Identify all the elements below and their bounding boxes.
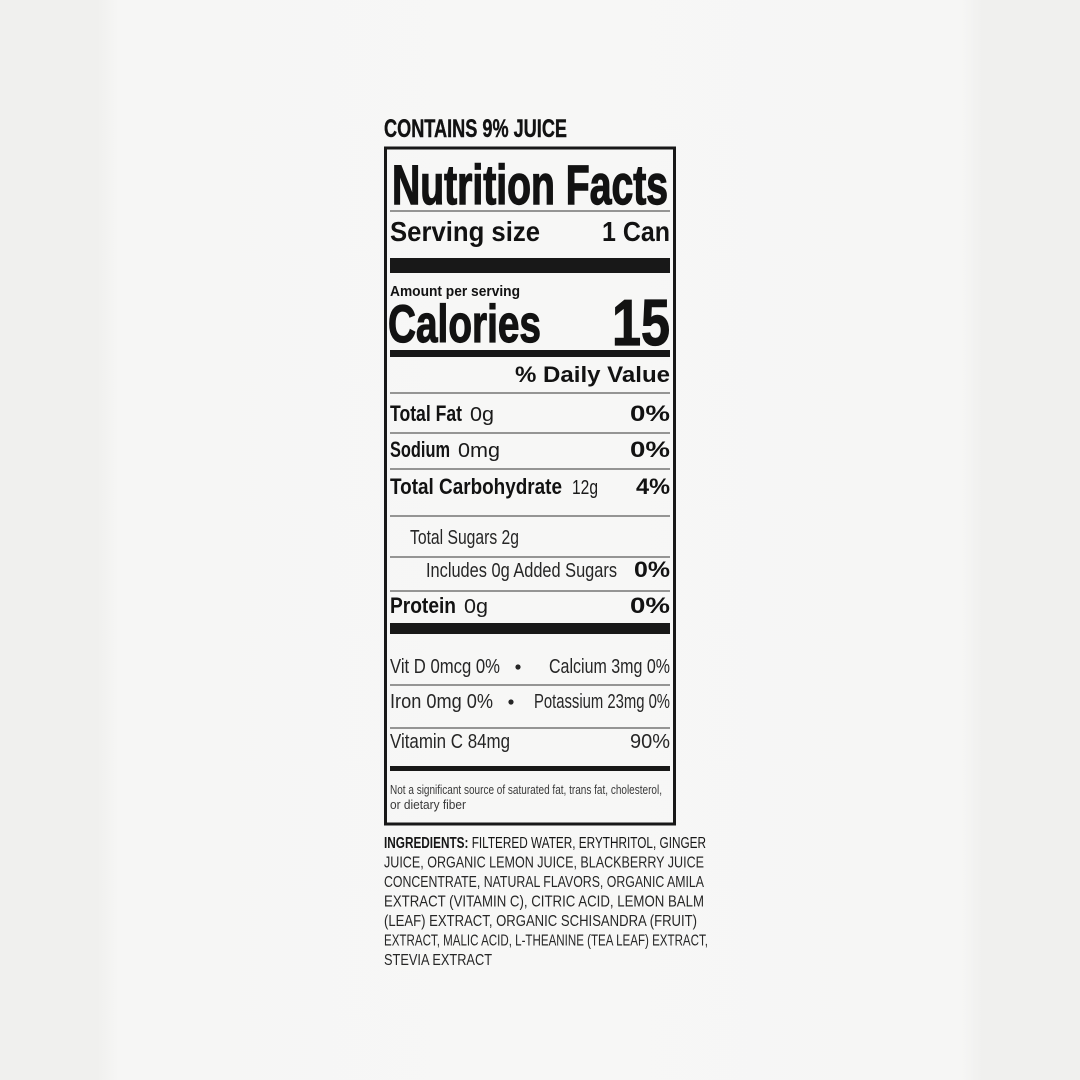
svg-text:Sodium: Sodium (390, 437, 450, 462)
svg-text:Potassium 23mg 0%: Potassium 23mg 0% (534, 691, 670, 713)
svg-text:Total Carbohydrate: Total Carbohydrate (390, 474, 562, 499)
svg-text:Calcium 3mg 0%: Calcium 3mg 0% (549, 656, 670, 678)
svg-text:Total Fat: Total Fat (390, 401, 463, 426)
svg-text:EXTRACT (VITAMIN C), CITRIC AC: EXTRACT (VITAMIN C), CITRIC ACID, LEMON … (384, 894, 704, 911)
svg-text:(LEAF) EXTRACT, ORGANIC SCHISA: (LEAF) EXTRACT, ORGANIC SCHISANDRA (FRUI… (384, 913, 697, 930)
svg-text:0g: 0g (470, 404, 494, 426)
svg-text:CONTAINS 9% JUICE: CONTAINS 9% JUICE (384, 115, 567, 143)
svg-text:Vit D 0mcg 0%: Vit D 0mcg 0% (390, 656, 500, 678)
svg-text:0%: 0% (634, 557, 670, 582)
svg-text:CONCENTRATE, NATURAL FLAVORS,: CONCENTRATE, NATURAL FLAVORS, ORGANIC AM… (384, 874, 704, 891)
svg-text:4%: 4% (636, 474, 670, 499)
svg-text:0%: 0% (630, 401, 670, 426)
svg-text:0%: 0% (630, 593, 670, 618)
svg-text:Not a significant source of sa: Not a significant source of saturated fa… (390, 783, 662, 797)
svg-text:0g: 0g (464, 596, 488, 618)
svg-text:Nutrition Facts: Nutrition Facts (392, 153, 668, 216)
svg-text:12g: 12g (572, 477, 598, 499)
svg-text:90%: 90% (630, 731, 670, 753)
svg-text:STEVIA EXTRACT: STEVIA EXTRACT (384, 952, 492, 969)
svg-text:Total Sugars 2g: Total Sugars 2g (410, 527, 519, 549)
svg-text:1 Can: 1 Can (602, 216, 670, 247)
svg-text:EXTRACT, MALIC ACID, L-THEANIN: EXTRACT, MALIC ACID, L-THEANINE (TEA LEA… (384, 933, 708, 950)
svg-text:Calories: Calories (388, 295, 541, 354)
svg-text:% Daily Value: % Daily Value (515, 362, 670, 387)
svg-text:INGREDIENTS: FILTERED WATER, E: INGREDIENTS: FILTERED WATER, ERYTHRITOL,… (384, 835, 706, 852)
svg-text:Serving size: Serving size (390, 216, 540, 247)
svg-text:or dietary fiber: or dietary fiber (390, 798, 466, 812)
svg-text:Iron 0mg 0%: Iron 0mg 0% (390, 691, 493, 713)
svg-text:Protein: Protein (390, 593, 456, 618)
svg-text:15: 15 (612, 286, 670, 359)
svg-text:Vitamin C 84mg: Vitamin C 84mg (390, 731, 510, 753)
svg-text:Includes 0g Added Sugars: Includes 0g Added Sugars (426, 560, 617, 582)
svg-text:JUICE, ORGANIC LEMON JUICE, BL: JUICE, ORGANIC LEMON JUICE, BLACKBERRY J… (384, 855, 704, 872)
svg-text:0%: 0% (630, 437, 670, 462)
svg-text:0mg: 0mg (458, 440, 500, 462)
